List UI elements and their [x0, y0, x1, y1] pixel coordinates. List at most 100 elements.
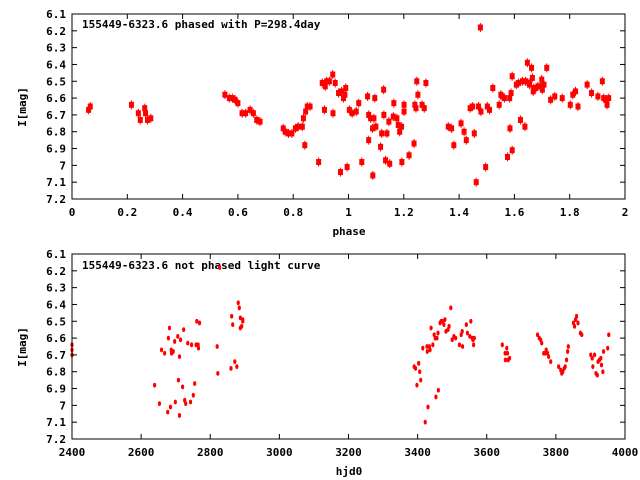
plot-frame [71, 253, 626, 440]
data-point [599, 355, 603, 361]
data-point [606, 345, 610, 351]
unphased-plot-ylabel: I[mag] [16, 327, 29, 367]
data-point [230, 313, 234, 319]
y-tick-label: 6.2 [46, 265, 66, 278]
data-point [167, 325, 172, 331]
data-point [188, 399, 193, 405]
data-point [216, 371, 220, 376]
y-tick-label: 6.7 [46, 349, 66, 362]
x-tick-label: 1 [345, 206, 352, 219]
data-point [426, 404, 430, 410]
y-tick-label: 7.1 [46, 416, 66, 429]
x-tick-label: 1.2 [394, 206, 414, 219]
data-point [460, 328, 464, 334]
data-point [468, 334, 472, 339]
phased-plot: 155449-6323.6 phased with P=298.4day pha… [16, 8, 628, 238]
data-point [197, 320, 202, 326]
data-point [173, 339, 177, 344]
data-point [503, 357, 508, 363]
data-point [595, 372, 599, 378]
y-tick-label: 7 [59, 399, 66, 412]
y-tick-label: 6.5 [46, 75, 66, 88]
y-tick-label: 7.1 [46, 176, 66, 189]
x-tick-label: 2 [622, 206, 629, 219]
data-point [241, 318, 245, 324]
y-tick-label: 6.4 [46, 58, 66, 71]
x-tick-label: 0.4 [173, 206, 193, 219]
y-tick-label: 6.8 [46, 126, 66, 139]
x-tick-label: 3800 [543, 446, 570, 459]
data-point [566, 349, 570, 354]
data-point [447, 323, 451, 329]
data-point [166, 409, 170, 415]
data-point [238, 315, 242, 321]
data-point [469, 318, 473, 324]
x-tick-label: 3400 [404, 446, 431, 459]
data-point [428, 347, 432, 353]
data-point [423, 419, 427, 425]
unphased-plot: 155449-6323.6 not phased light curve hjd… [16, 248, 638, 478]
x-tick-label: 2400 [59, 446, 86, 459]
data-point [549, 359, 553, 365]
x-tick-label: 0.6 [228, 206, 248, 219]
x-tick-label: 2800 [197, 446, 224, 459]
y-tick-label: 6.4 [46, 298, 66, 311]
data-point [563, 364, 567, 370]
data-point [442, 322, 446, 328]
x-tick-label: 3000 [266, 446, 293, 459]
data-point [592, 352, 597, 358]
data-point [601, 349, 606, 354]
data-point [443, 317, 447, 322]
data-point [547, 354, 551, 359]
data-point [566, 344, 570, 349]
y-tick-label: 6.6 [46, 92, 66, 105]
data-point [572, 323, 577, 329]
data-point [184, 401, 188, 407]
y-tick-label: 6.1 [46, 8, 66, 21]
data-point [601, 369, 605, 375]
data-point [191, 392, 195, 398]
data-point [166, 335, 171, 341]
y-tick-label: 6.5 [46, 315, 66, 328]
data-point [236, 300, 240, 306]
y-tick-label: 6.7 [46, 109, 66, 122]
data-point [591, 364, 595, 370]
data-point [231, 322, 235, 328]
data-point [472, 335, 476, 341]
y-tick-label: 6.6 [46, 332, 66, 345]
data-point [435, 335, 439, 341]
y-tick-label: 6.9 [46, 143, 66, 156]
x-tick-label: 0.2 [117, 206, 137, 219]
data-point [177, 413, 182, 418]
x-tick-label: 3200 [335, 446, 362, 459]
data-point [176, 377, 181, 383]
data-point [472, 342, 476, 348]
data-point [419, 377, 423, 383]
x-tick-label: 1.4 [449, 206, 469, 219]
y-tick-label: 6.8 [46, 366, 66, 379]
data-point [434, 394, 438, 400]
data-point [450, 337, 454, 343]
data-point [173, 399, 177, 405]
data-point [465, 330, 469, 336]
data-point [564, 357, 569, 363]
data-point [176, 334, 180, 339]
phased-plot-title: 155449-6323.6 phased with P=298.4day [82, 18, 321, 31]
data-point [454, 335, 458, 341]
y-tick-label: 7.2 [46, 433, 66, 446]
data-point [576, 320, 580, 326]
data-point [457, 342, 462, 348]
y-tick-label: 6.9 [46, 383, 66, 396]
data-point [235, 364, 239, 370]
y-tick-label: 6.1 [46, 248, 66, 261]
data-point [540, 340, 544, 346]
data-point [557, 364, 561, 370]
data-point [229, 365, 233, 371]
data-point [418, 369, 422, 375]
x-tick-label: 1.8 [560, 206, 580, 219]
x-tick-label: 2600 [128, 446, 155, 459]
data-point [237, 305, 241, 311]
data-point [189, 342, 194, 348]
y-tick-label: 6.3 [46, 282, 66, 295]
data-point [415, 382, 419, 388]
